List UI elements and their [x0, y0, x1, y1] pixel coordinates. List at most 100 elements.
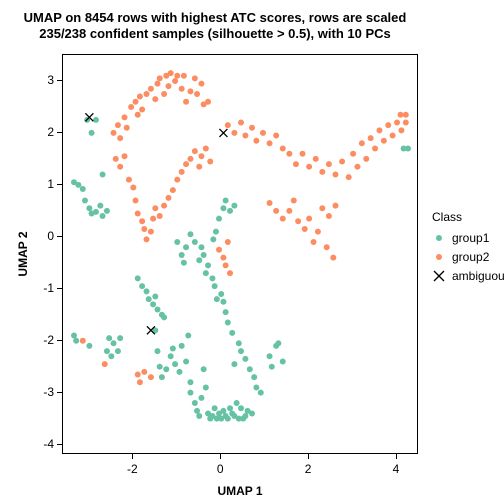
data-point	[122, 153, 128, 159]
data-point	[203, 384, 209, 390]
x-tick-label: 4	[393, 462, 400, 476]
data-point	[130, 184, 136, 190]
data-point	[273, 133, 279, 139]
data-point	[93, 117, 99, 123]
y-tick-mark	[57, 80, 62, 81]
data-point	[220, 408, 226, 414]
data-point	[286, 151, 292, 157]
data-point	[71, 333, 77, 339]
data-point	[75, 182, 81, 188]
data-point	[117, 335, 123, 341]
data-point	[346, 174, 352, 180]
x-tick-mark	[308, 454, 309, 459]
data-point	[225, 320, 231, 326]
data-point	[170, 346, 176, 352]
data-point	[280, 146, 286, 152]
legend-row: group2	[432, 249, 504, 265]
data-point	[89, 130, 95, 136]
data-point	[385, 122, 391, 128]
data-point	[141, 226, 147, 232]
x-tick-label: 2	[305, 462, 312, 476]
data-point	[247, 366, 253, 372]
data-point	[82, 197, 88, 203]
data-point	[339, 158, 345, 164]
data-point	[332, 171, 338, 177]
data-point	[398, 112, 404, 118]
data-point	[306, 216, 312, 222]
data-point	[359, 140, 365, 146]
data-point	[196, 164, 202, 170]
data-point	[210, 236, 216, 242]
data-point	[231, 361, 237, 367]
data-point	[280, 216, 286, 222]
data-point	[170, 187, 176, 193]
data-point	[187, 379, 193, 385]
data-point	[227, 270, 233, 276]
data-point	[196, 257, 202, 263]
y-tick-label: -1	[43, 281, 54, 295]
data-point	[144, 91, 150, 97]
x-tick-mark	[396, 454, 397, 459]
data-point	[168, 70, 174, 76]
data-point	[196, 413, 202, 419]
legend-label: group1	[452, 231, 489, 245]
data-point	[192, 148, 198, 154]
data-point	[238, 120, 244, 126]
chart-title: UMAP on 8454 rows with highest ATC score…	[0, 10, 430, 43]
data-point	[150, 216, 156, 222]
data-point	[183, 99, 189, 105]
data-point	[139, 283, 145, 289]
y-tick-mark	[57, 444, 62, 445]
data-point	[238, 348, 244, 354]
y-tick-label: -3	[43, 385, 54, 399]
data-point	[108, 353, 114, 359]
data-point	[227, 208, 233, 214]
data-point	[185, 333, 191, 339]
data-point	[168, 353, 174, 359]
data-point	[113, 156, 119, 162]
data-point	[126, 177, 132, 183]
x-axis-label: UMAP 1	[62, 484, 418, 498]
y-tick-mark	[57, 236, 62, 237]
data-point	[218, 291, 224, 297]
data-point	[253, 138, 259, 144]
data-point	[150, 301, 156, 307]
data-point	[172, 361, 178, 367]
data-point	[223, 309, 229, 315]
data-point	[139, 107, 145, 113]
x-tick-label: -2	[127, 462, 138, 476]
data-point	[117, 135, 123, 141]
data-point	[258, 390, 264, 396]
data-point	[273, 208, 279, 214]
data-point	[163, 366, 169, 372]
x-tick-label: 0	[217, 462, 224, 476]
y-tick-label: 0	[47, 229, 54, 243]
data-point-ambiguous	[219, 129, 227, 137]
y-tick-mark	[57, 340, 62, 341]
data-point	[376, 127, 382, 133]
data-point	[137, 379, 143, 385]
x-tick-mark	[132, 454, 133, 459]
data-point	[115, 348, 121, 354]
legend-cross-icon	[432, 269, 446, 283]
data-point	[115, 122, 121, 128]
data-point	[198, 395, 204, 401]
data-point	[225, 239, 231, 245]
y-tick-label: -4	[43, 437, 54, 451]
legend-label: ambiguous	[452, 269, 504, 283]
data-point	[238, 405, 244, 411]
data-point	[144, 288, 150, 294]
data-point	[174, 177, 180, 183]
data-point	[231, 130, 237, 136]
data-point	[135, 371, 141, 377]
data-point	[161, 314, 167, 320]
data-point	[181, 73, 187, 79]
data-point	[183, 244, 189, 250]
y-tick-label: -2	[43, 333, 54, 347]
data-point	[106, 335, 112, 341]
data-point	[381, 138, 387, 144]
data-point	[86, 343, 92, 349]
data-point	[242, 133, 248, 139]
data-point	[111, 130, 117, 136]
data-point	[220, 255, 226, 261]
